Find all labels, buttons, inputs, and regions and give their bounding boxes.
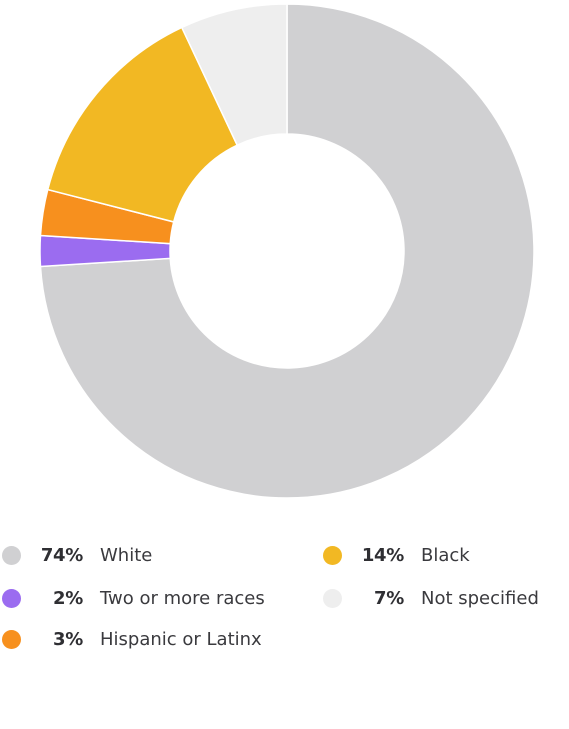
legend-value-white: 74% [40,544,83,566]
legend-swatch-white [2,545,21,565]
legend-swatch-black [323,545,342,565]
donut-chart-svg [39,3,535,499]
legend-swatch-not-specified [323,588,342,608]
chart-legend: 74% White 14% Black 2% Two or more races… [0,530,569,670]
legend-value-hispanic: 3% [53,628,83,650]
donut-slice-black [46,26,239,223]
legend-label-not-specified: Not specified [421,587,539,609]
legend-swatch-hispanic [2,629,21,649]
legend-item-not-specified: 7% Not specified [323,583,539,613]
legend-item-white: 74% White [2,540,152,570]
legend-item-hispanic: 3% Hispanic or Latinx [2,624,262,654]
legend-label-hispanic: Hispanic or Latinx [100,628,262,650]
legend-value-two-or-more: 2% [53,587,83,609]
legend-swatch-two-or-more [2,588,21,608]
donut-slice-white [39,3,535,499]
legend-item-two-or-more: 2% Two or more races [2,583,265,613]
donut-slice-not-specified [180,3,288,147]
donut-chart [39,3,535,499]
legend-label-black: Black [421,544,470,566]
legend-value-not-specified: 7% [374,587,404,609]
legend-value-black: 14% [361,544,404,566]
legend-label-white: White [100,544,153,566]
legend-item-black: 14% Black [323,540,470,570]
legend-label-two-or-more: Two or more races [100,587,265,609]
